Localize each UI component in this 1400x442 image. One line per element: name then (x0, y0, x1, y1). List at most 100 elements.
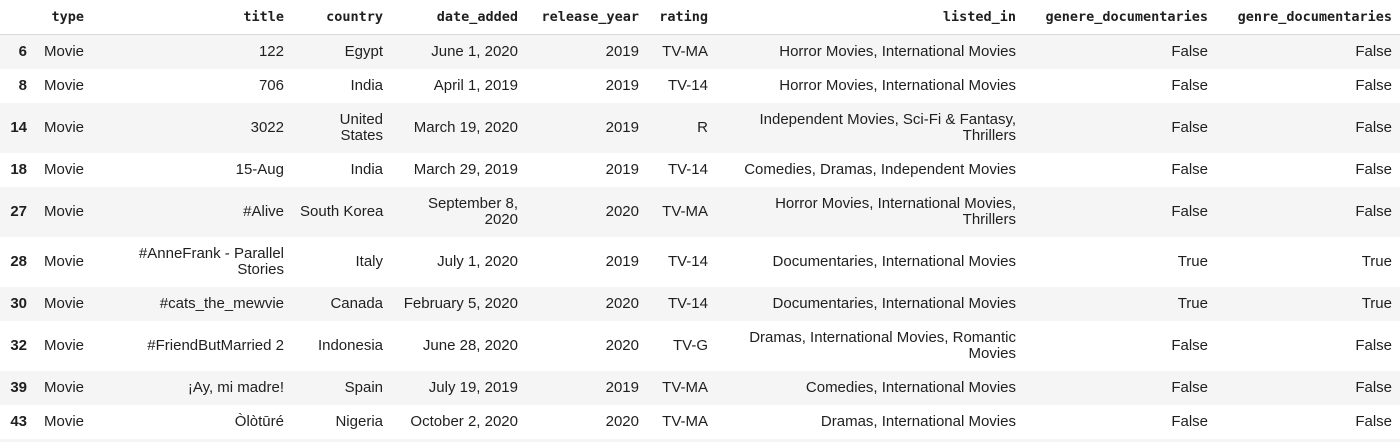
table-row: 14 Movie 3022 United States March 19, 2020 20… (0, 103, 1400, 153)
header-row: type title country date_added release_year ra… (0, 0, 1400, 35)
table-row: 18 Movie 15-Aug India March 29, 2019 2019 TV-1… (0, 153, 1400, 187)
cell-title: #FriendButMarried 2 (147, 337, 284, 354)
next-row-peek (0, 439, 1400, 442)
table-row: 43 Movie Òlòtūré Nigeria October 2, 2020 2020… (0, 405, 1400, 439)
table-row: 32 Movie #FriendButMarried 2 Indonesia June … (0, 321, 1400, 371)
cell-release_year: 2020 (605, 203, 639, 220)
cell-rating: TV-14 (667, 77, 708, 94)
cell-title: ¡Ay, mi madre! (187, 379, 284, 396)
cell-title: 122 (258, 43, 284, 60)
row-index: 30 (10, 295, 27, 312)
row-index: 6 (18, 43, 27, 60)
row-index: 27 (10, 203, 27, 220)
cell-release_year: 2020 (605, 295, 639, 312)
cell-date_added: June 1, 2020 (431, 43, 518, 60)
cell-country: South Korea (300, 203, 384, 220)
cell-genre_documentaries: False (1355, 43, 1392, 60)
cell-country: Canada (330, 295, 383, 312)
cell-country: Egypt (344, 43, 383, 60)
cell-listed_in: Horror Movies, International Movies (779, 43, 1016, 60)
row-index: 14 (10, 119, 27, 136)
cell-title: #cats_the_mewvie (159, 295, 284, 312)
cell-genere_documentaries: False (1171, 43, 1208, 60)
cell-title: 15-Aug (235, 161, 284, 178)
cell-date_added: September 8, 2020 (427, 195, 518, 228)
cell-type: Movie (43, 337, 84, 354)
cell-date_added: June 28, 2020 (422, 337, 518, 354)
cell-listed_in: Dramas, International Movies (820, 413, 1016, 430)
cell-type: Movie (43, 295, 84, 312)
cell-genre_documentaries: False (1355, 161, 1392, 178)
cell-type: Movie (43, 379, 84, 396)
cell-rating: TV-MA (662, 379, 708, 396)
cell-genre_documentaries: False (1355, 203, 1392, 220)
cell-type: Movie (43, 77, 84, 94)
cell-genre_documentaries: False (1355, 413, 1392, 430)
row-index: 32 (10, 337, 27, 354)
cell-date_added: April 1, 2019 (433, 77, 518, 94)
cell-country: Italy (355, 253, 383, 270)
cell-title: 706 (258, 77, 284, 94)
cell-title: #Alive (243, 203, 284, 220)
row-index: 43 (10, 413, 27, 430)
column-header-index (0, 0, 35, 35)
cell-title: #AnneFrank - Parallel Stories (138, 245, 284, 278)
cell-rating: TV-MA (662, 413, 708, 430)
cell-release_year: 2020 (605, 413, 639, 430)
cell-type: Movie (43, 203, 84, 220)
column-header-genere_documentaries: genere_documentaries (1024, 0, 1216, 35)
cell-rating: TV-MA (662, 203, 708, 220)
cell-listed_in: Documentaries, International Movies (772, 295, 1016, 312)
cell-genre_documentaries: False (1355, 119, 1392, 136)
cell-listed_in: Documentaries, International Movies (772, 253, 1016, 270)
cell-rating: TV-14 (667, 161, 708, 178)
cell-genere_documentaries: True (1177, 295, 1208, 312)
cell-release_year: 2019 (605, 119, 639, 136)
cell-genre_documentaries: False (1355, 379, 1392, 396)
row-index: 28 (10, 253, 27, 270)
cell-date_added: March 19, 2020 (413, 119, 518, 136)
cell-listed_in: Dramas, International Movies, Romantic M… (749, 329, 1016, 362)
cell-release_year: 2019 (605, 253, 639, 270)
cell-genre_documentaries: True (1361, 295, 1392, 312)
cell-genere_documentaries: False (1171, 161, 1208, 178)
cell-listed_in: Independent Movies, Sci-Fi & Fantasy, Th… (759, 111, 1016, 144)
cell-genere_documentaries: False (1171, 337, 1208, 354)
cell-release_year: 2019 (605, 77, 639, 94)
column-header-genre_documentaries: genre_documentaries (1216, 0, 1400, 35)
cell-genere_documentaries: True (1177, 253, 1208, 270)
column-header-date_added: date_added (391, 0, 526, 35)
cell-type: Movie (43, 253, 84, 270)
cell-genere_documentaries: False (1171, 203, 1208, 220)
cell-genre_documentaries: False (1355, 77, 1392, 94)
cell-country: Spain (344, 379, 383, 396)
table-row: 27 Movie #Alive South Korea September 8, 202… (0, 187, 1400, 237)
row-index: 39 (10, 379, 27, 396)
cell-genere_documentaries: False (1171, 379, 1208, 396)
cell-rating: TV-G (672, 337, 708, 354)
cell-country: Indonesia (317, 337, 383, 354)
cell-listed_in: Comedies, Dramas, Independent Movies (744, 161, 1016, 178)
cell-title: 3022 (250, 119, 284, 136)
cell-date_added: July 19, 2019 (428, 379, 518, 396)
cell-release_year: 2020 (605, 337, 639, 354)
cell-type: Movie (43, 161, 84, 178)
column-header-type: type (35, 0, 92, 35)
cell-country: India (350, 77, 383, 94)
row-index: 18 (10, 161, 27, 178)
cell-country: Nigeria (335, 413, 383, 430)
table-header: type title country date_added release_year ra… (0, 0, 1400, 35)
cell-rating: TV-MA (662, 43, 708, 60)
cell-type: Movie (43, 413, 84, 430)
cell-country: India (350, 161, 383, 178)
cell-listed_in: Horror Movies, International Movies (779, 77, 1016, 94)
column-header-listed_in: listed_in (716, 0, 1024, 35)
table-body: 6 Movie 122 Egypt June 1, 2020 2019 TV-MA Horro… (0, 34, 1400, 439)
table-row: 6 Movie 122 Egypt June 1, 2020 2019 TV-MA Horro… (0, 34, 1400, 69)
cell-release_year: 2019 (605, 379, 639, 396)
cell-genere_documentaries: False (1171, 77, 1208, 94)
cell-date_added: July 1, 2020 (437, 253, 518, 270)
cell-release_year: 2019 (605, 161, 639, 178)
